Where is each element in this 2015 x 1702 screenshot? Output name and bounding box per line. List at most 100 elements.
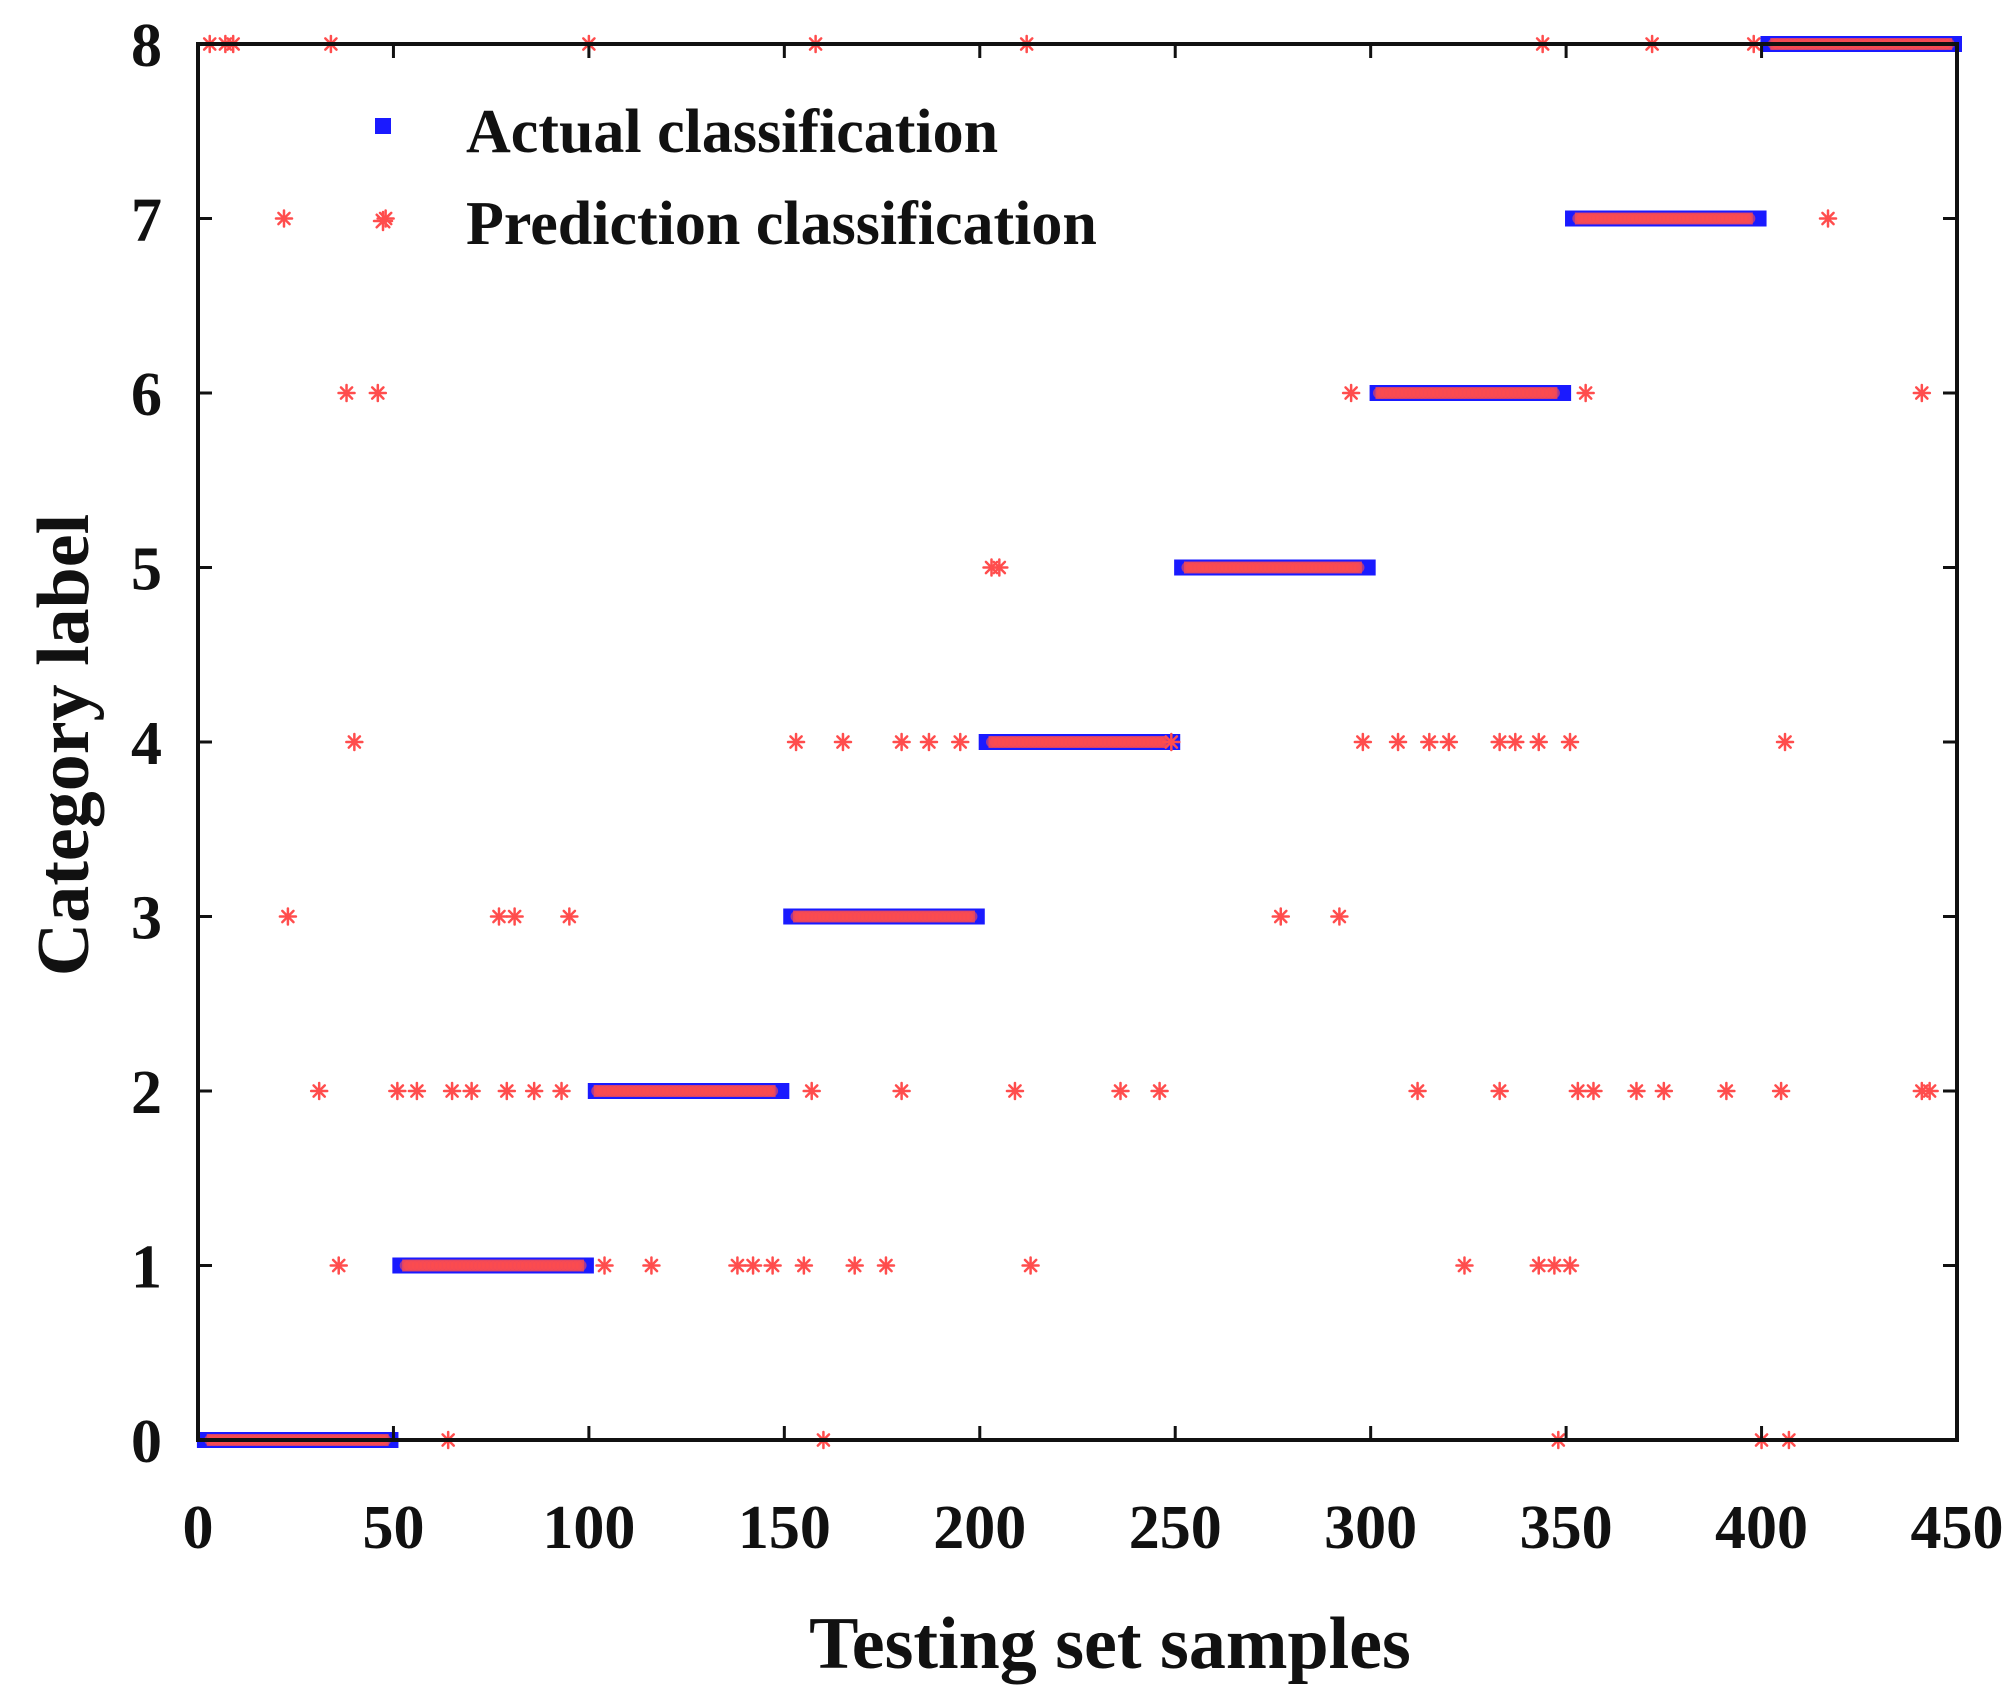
- prediction-point: [833, 732, 853, 752]
- prediction-point: [1529, 1256, 1548, 1275]
- prediction-point: [1388, 732, 1408, 752]
- prediction-point: [1005, 1081, 1025, 1101]
- prediction-point-stroke: [1778, 735, 1792, 749]
- prediction-point: [642, 1256, 661, 1275]
- prediction-point-stroke: [1152, 1084, 1167, 1098]
- prediction-point: [1560, 732, 1580, 752]
- prediction-point: [1744, 213, 1756, 224]
- prediction-point-stroke: [894, 735, 909, 749]
- prediction-point: [442, 1081, 462, 1101]
- prediction-point: [595, 1256, 614, 1275]
- prediction-point: [767, 1085, 779, 1097]
- prediction-segment-3: [790, 910, 978, 923]
- prediction-point: [368, 383, 388, 403]
- prediction-point-stroke: [1774, 1084, 1788, 1098]
- legend-marker-prediction: [372, 210, 394, 232]
- prediction-point-stroke: [922, 735, 936, 749]
- prediction-point-stroke: [312, 1084, 327, 1098]
- prediction-point-stroke: [597, 1258, 612, 1273]
- prediction-scatter: [200, 34, 1939, 1450]
- prediction-point-stroke: [499, 1084, 514, 1098]
- prediction-point: [950, 732, 970, 752]
- prediction-point: [1560, 1256, 1580, 1275]
- prediction-point: [966, 911, 978, 922]
- prediction-point-stroke: [730, 1258, 745, 1273]
- prediction-point-stroke: [1586, 1084, 1601, 1098]
- prediction-point-stroke: [1570, 1084, 1585, 1098]
- prediction-point-stroke: [1656, 1084, 1671, 1098]
- y-tick-label: 1: [131, 1234, 162, 1302]
- prediction-point-stroke: [562, 909, 577, 924]
- prediction-point-stroke: [953, 735, 968, 749]
- prediction-point: [794, 1256, 814, 1275]
- prediction-point-stroke: [390, 1084, 405, 1098]
- prediction-segment-6: [1372, 387, 1560, 399]
- prediction-point-stroke: [1492, 1084, 1507, 1098]
- prediction-point-stroke: [847, 1258, 862, 1273]
- prediction-point: [763, 1256, 782, 1275]
- prediction-point: [278, 907, 298, 926]
- prediction-point-stroke: [281, 909, 295, 924]
- prediction-point: [1771, 1081, 1791, 1101]
- prediction-point: [497, 1081, 517, 1101]
- y-tick-label: 0: [131, 1408, 162, 1476]
- prediction-point: [892, 732, 911, 752]
- prediction-point-stroke: [836, 735, 850, 749]
- prediction-point: [489, 907, 509, 926]
- prediction-point: [1111, 1081, 1130, 1101]
- prediction-point-stroke: [277, 211, 291, 226]
- x-axis-title: Testing set samples: [809, 1603, 1411, 1685]
- prediction-point-stroke: [1023, 1258, 1038, 1273]
- legend: Actual classification Prediction classif…: [372, 98, 1097, 258]
- legend-marker-actual: [375, 118, 391, 134]
- prediction-point-stroke: [1008, 1084, 1022, 1098]
- prediction-point: [1818, 209, 1838, 228]
- y-tick-label: 6: [131, 361, 162, 429]
- prediction-point-stroke: [347, 735, 362, 749]
- prediction-point: [309, 1081, 329, 1101]
- prediction-point-stroke: [1719, 1084, 1734, 1098]
- y-tick-label: 2: [131, 1059, 162, 1127]
- actual-point: [779, 1083, 790, 1099]
- y-tick-label: 8: [131, 12, 162, 80]
- prediction-point: [1506, 732, 1525, 752]
- prediction-point-stroke: [894, 1084, 909, 1098]
- prediction-point-stroke: [644, 1258, 659, 1273]
- prediction-point-stroke: [789, 735, 803, 749]
- prediction-point-stroke: [1441, 735, 1456, 749]
- prediction-point: [845, 1256, 864, 1275]
- prediction-point-stroke: [492, 909, 506, 924]
- prediction-point: [552, 1081, 571, 1101]
- y-axis-title: Category label: [23, 514, 105, 976]
- prediction-point: [1717, 1081, 1736, 1101]
- prediction-point: [388, 1081, 407, 1101]
- prediction-point: [1162, 732, 1181, 752]
- prediction-point-stroke: [1344, 386, 1358, 400]
- prediction-point-stroke: [1547, 1258, 1562, 1273]
- prediction-point: [1548, 387, 1560, 399]
- prediction-point-stroke: [1914, 386, 1929, 400]
- x-tick-label: 100: [542, 1494, 635, 1562]
- prediction-point-stroke: [1563, 1258, 1577, 1273]
- legend-label-prediction: Prediction classification: [466, 190, 1097, 258]
- prediction-point: [892, 1081, 911, 1101]
- y-tick-label: 3: [131, 885, 162, 953]
- prediction-point-stroke: [1563, 735, 1577, 749]
- prediction-point: [1420, 732, 1439, 752]
- prediction-point-stroke: [1422, 735, 1437, 749]
- x-tick-label: 450: [1911, 1494, 2004, 1562]
- prediction-point: [1654, 1081, 1674, 1101]
- prediction-point-stroke: [331, 1258, 346, 1273]
- x-tick-label: 400: [1715, 1494, 1808, 1562]
- prediction-point-stroke: [464, 1084, 479, 1098]
- prediction-point-stroke: [1578, 386, 1593, 400]
- prediction-point: [1775, 732, 1795, 752]
- prediction-point-stroke: [1113, 1084, 1128, 1098]
- prediction-point: [337, 383, 356, 403]
- prediction-point-stroke: [410, 1084, 424, 1098]
- prediction-point: [1455, 1256, 1474, 1275]
- prediction-point-stroke: [507, 909, 522, 924]
- prediction-point-stroke: [797, 1258, 811, 1273]
- prediction-segment-2: [591, 1085, 779, 1097]
